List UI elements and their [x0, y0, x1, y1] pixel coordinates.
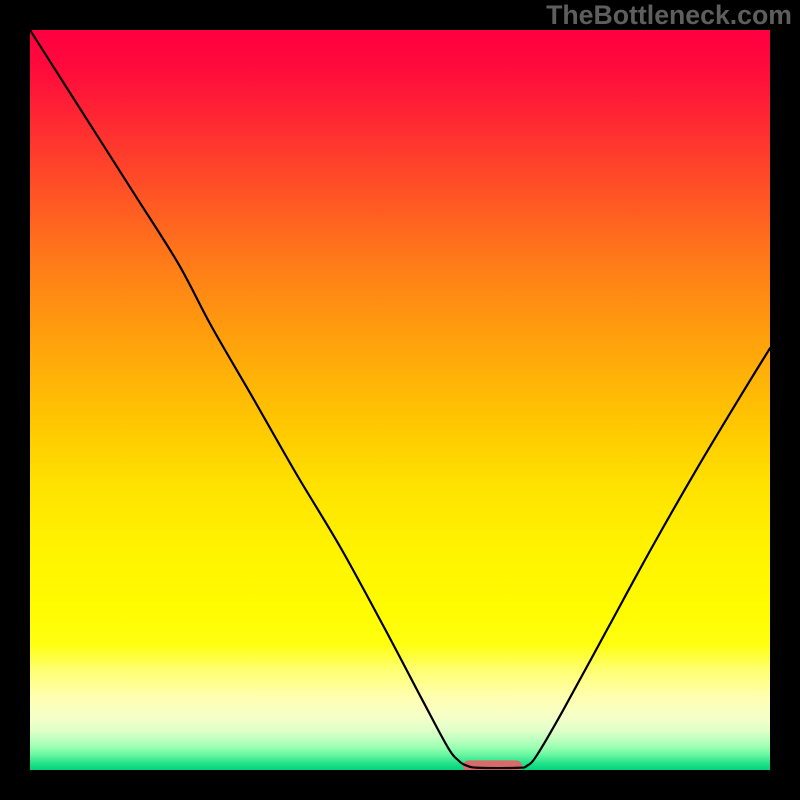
plot-svg: [30, 30, 770, 770]
watermark-text: TheBottleneck.com: [546, 0, 792, 31]
plot-area: [30, 30, 770, 770]
chart-frame: TheBottleneck.com: [0, 0, 800, 800]
